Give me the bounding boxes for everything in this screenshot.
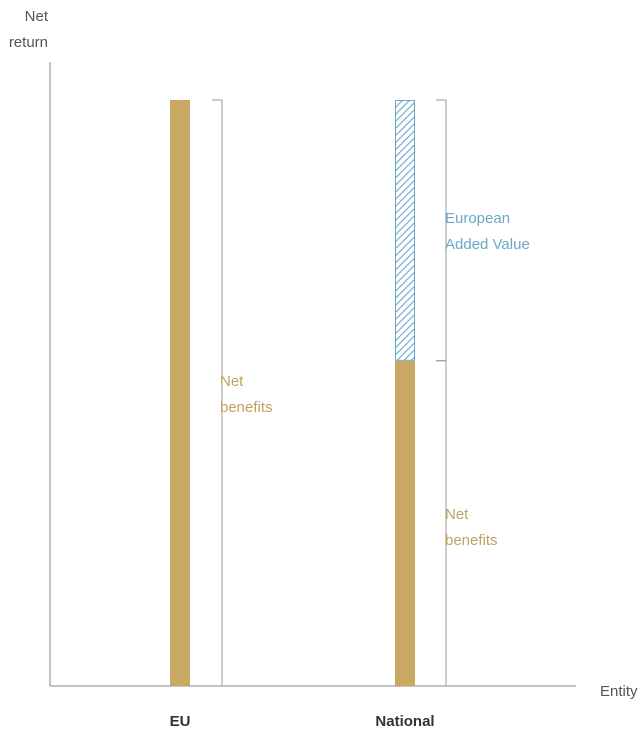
category-label-national: National bbox=[375, 713, 434, 730]
chart-marks bbox=[170, 99, 447, 686]
category-label-eu: EU bbox=[170, 713, 191, 730]
bracket-eu-0 bbox=[212, 99, 223, 686]
y-axis-label-line-2: return bbox=[9, 34, 48, 51]
bracket-national-1 bbox=[436, 99, 447, 362]
x-axis-label: Entity bbox=[600, 683, 638, 700]
bar-national-european-added-value bbox=[395, 100, 415, 361]
bar-eu-net-benefits bbox=[170, 100, 190, 686]
y-axis-label-line-1: Net bbox=[25, 8, 49, 25]
bar-outline-national-european-added-value bbox=[395, 100, 415, 361]
annotation-national-net-benefits-line-1: Net bbox=[445, 506, 469, 523]
annotation-national-eav-line-1: European bbox=[445, 210, 510, 227]
annotation-national-net-benefits-line-2: benefits bbox=[445, 532, 498, 549]
bar-national-net-benefits bbox=[395, 360, 415, 686]
annotation-eu-net-benefits-line-2: benefits bbox=[220, 399, 273, 416]
bracket-national-2 bbox=[436, 360, 447, 686]
annotation-national-eav-line-2: Added Value bbox=[445, 236, 530, 253]
annotation-eu-net-benefits-line-1: Net bbox=[220, 373, 244, 390]
